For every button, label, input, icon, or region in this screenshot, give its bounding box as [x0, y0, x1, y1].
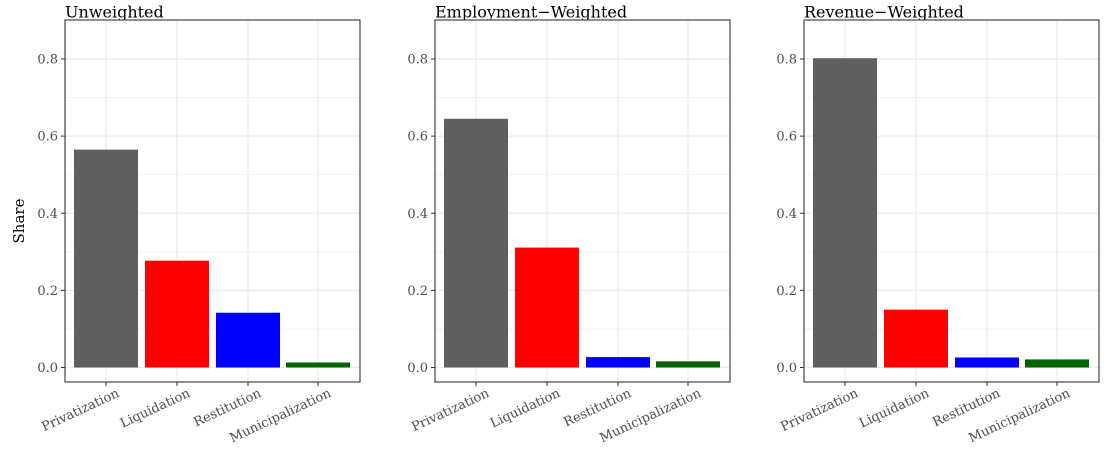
panel-1: Unweighted 0.0 0.2 0.4 0.6 0.8 PrivatizationLi…: [37, 3, 361, 446]
x-tick-label: Privatization: [409, 386, 492, 435]
y-tick-label: 0.0: [37, 361, 58, 376]
bar-liquidation: [145, 260, 209, 368]
bar-restitution: [586, 357, 650, 368]
x-tick-label: Liquidation: [488, 386, 563, 432]
y-tick-label: 0.2: [407, 284, 428, 299]
panel-3: Revenue−Weighted 0.0 0.2 0.4 0.6 0.8 Privatiza…: [776, 3, 1100, 446]
y-tick-label: 0.8: [37, 53, 58, 68]
panel-2: Employment−Weighted 0.0 0.2 0.4 0.6 0.8 Privat…: [407, 3, 731, 446]
y-tick-label: 0.4: [37, 207, 58, 222]
panel-border: [434, 19, 731, 383]
x-tick-label: Liquidation: [857, 386, 932, 432]
bar-privatization: [74, 149, 138, 368]
x-tick-label: Privatization: [778, 386, 861, 435]
panel-title: Revenue−Weighted: [804, 3, 964, 22]
y-tick-label: 0.6: [407, 130, 428, 145]
bar-municipalization: [286, 362, 350, 368]
bar-privatization: [813, 58, 877, 368]
y-tick-label: 0.6: [776, 130, 797, 145]
bar-liquidation: [884, 309, 948, 368]
bar-liquidation: [515, 247, 579, 368]
y-tick-label: 0.0: [776, 361, 797, 376]
y-tick-label: 0.8: [776, 53, 797, 68]
y-tick-label: 0.8: [407, 53, 428, 68]
panel-border: [64, 19, 361, 383]
x-tick-label: Liquidation: [118, 386, 193, 432]
y-tick-label: 0.0: [407, 361, 428, 376]
bar-privatization: [444, 118, 508, 368]
x-tick-label: Privatization: [39, 386, 122, 435]
y-tick-label: 0.6: [37, 130, 58, 145]
panel-title: Unweighted: [65, 3, 164, 22]
y-tick-label: 0.4: [407, 207, 428, 222]
panel-title: Employment−Weighted: [435, 3, 627, 22]
y-tick-label: 0.4: [776, 207, 797, 222]
panel-border: [803, 19, 1100, 383]
bar-municipalization: [656, 361, 720, 368]
bar-municipalization: [1025, 359, 1089, 368]
bar-restitution: [216, 312, 280, 368]
bar-restitution: [955, 357, 1019, 368]
y-axis-title: Share: [10, 198, 28, 243]
y-tick-label: 0.2: [37, 284, 58, 299]
y-tick-label: 0.2: [776, 284, 797, 299]
